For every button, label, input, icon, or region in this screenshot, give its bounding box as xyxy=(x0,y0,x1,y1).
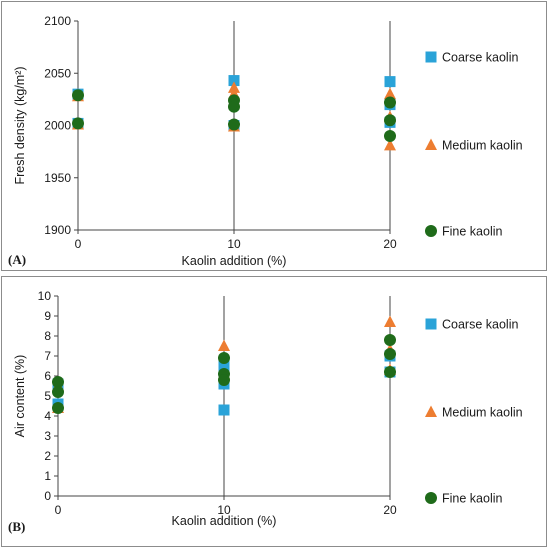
x-axis-title: Kaolin addition (%) xyxy=(182,254,287,268)
coarse-kaolin-point xyxy=(228,75,240,87)
legend-triangle-marker xyxy=(425,405,437,417)
y-tick-label: 2 xyxy=(44,449,51,463)
x-tick-label: 20 xyxy=(383,503,397,517)
coarse-kaolin-point xyxy=(384,76,396,88)
x-tick-label: 10 xyxy=(217,503,231,517)
fine-kaolin-point xyxy=(218,374,230,386)
y-tick-label: 10 xyxy=(38,289,52,303)
x-axis-title: Kaolin addition (%) xyxy=(172,514,277,528)
medium-kaolin-point xyxy=(384,87,396,100)
fine-kaolin-point xyxy=(228,100,240,113)
legend-label: Coarse kaolin xyxy=(442,51,518,65)
coarse-kaolin-point xyxy=(218,404,230,416)
x-tick-label: 20 xyxy=(383,237,397,251)
medium-kaolin-point xyxy=(384,315,396,327)
y-tick-label: 2050 xyxy=(44,66,71,80)
medium-kaolin-point xyxy=(218,339,230,351)
x-tick-label: 0 xyxy=(75,237,82,251)
y-tick-label: 4 xyxy=(44,409,51,423)
coarse-kaolin-point xyxy=(218,360,230,372)
y-tick-label: 1900 xyxy=(44,223,71,237)
air-content-chart: 0 1 2 3 4 5 6 7 8 9 10 0 10 20 Kaolin addition (%) Air … xyxy=(8,289,523,534)
fresh-density-chart: 1900 1950 2000 2050 2100 0 10 20 Kaolin addition… xyxy=(8,14,523,268)
legend-label: Medium kaolin xyxy=(442,406,523,420)
panel-a-fresh-density: 1900 1950 2000 2050 2100 0 10 20 Kaolin addition… xyxy=(1,1,547,271)
fine-kaolin-point xyxy=(384,129,396,142)
fine-kaolin-point xyxy=(384,348,396,360)
fine-kaolin-point xyxy=(384,366,396,378)
y-tick-label: 2000 xyxy=(44,119,71,133)
legend-label: Medium kaolin xyxy=(442,139,523,153)
fine-kaolin-point xyxy=(52,386,64,398)
y-tick-label: 1950 xyxy=(44,171,71,185)
fine-kaolin-point xyxy=(384,96,396,109)
legend-square-marker xyxy=(425,51,437,63)
panel-label: (A) xyxy=(8,252,26,267)
y-tick-label: 3 xyxy=(44,429,51,443)
fine-kaolin-point xyxy=(384,334,396,346)
y-axis-title: Air content (%) xyxy=(13,355,27,438)
medium-kaolin-point xyxy=(384,138,396,151)
fine-kaolin-point xyxy=(384,114,396,127)
fine-kaolin-point xyxy=(72,117,84,130)
y-tick-label: 6 xyxy=(44,369,51,383)
x-tick-label: 10 xyxy=(227,237,241,251)
fine-kaolin-point xyxy=(72,89,84,102)
y-axis-title: Fresh density (kg/m²) xyxy=(13,66,27,184)
panel-label: (B) xyxy=(8,519,25,534)
fine-kaolin-point xyxy=(218,352,230,364)
y-tick-label: 7 xyxy=(44,349,51,363)
legend-circle-marker xyxy=(425,492,437,504)
x-tick-label: 0 xyxy=(55,503,62,517)
y-tick-label: 9 xyxy=(44,309,51,323)
fine-kaolin-point xyxy=(52,376,64,388)
legend-square-marker xyxy=(425,318,437,330)
legend-label: Fine kaolin xyxy=(442,492,502,506)
y-tick-label: 1 xyxy=(44,469,51,483)
legend-triangle-marker xyxy=(425,138,437,150)
legend-circle-marker xyxy=(425,225,437,237)
fine-kaolin-point xyxy=(52,402,64,414)
y-tick-label: 0 xyxy=(44,489,51,503)
panel-b-air-content: 0 1 2 3 4 5 6 7 8 9 10 0 10 20 Kaolin addition (%) Air … xyxy=(1,276,547,547)
legend-label: Coarse kaolin xyxy=(442,318,518,332)
medium-kaolin-point xyxy=(228,81,240,93)
legend-label: Fine kaolin xyxy=(442,225,502,239)
fine-kaolin-point xyxy=(228,118,240,131)
y-tick-label: 5 xyxy=(44,389,51,403)
y-tick-label: 2100 xyxy=(44,14,71,28)
y-tick-label: 8 xyxy=(44,329,51,343)
